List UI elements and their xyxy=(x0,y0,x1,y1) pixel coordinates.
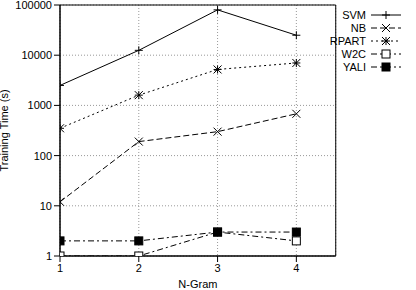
svg-text:100000: 100000 xyxy=(15,0,52,11)
svg-text:10000: 10000 xyxy=(21,49,52,61)
svg-text:4: 4 xyxy=(293,262,299,274)
svg-text:2: 2 xyxy=(136,262,142,274)
html-text:W2C: W2C xyxy=(341,47,366,60)
svg-text:1000: 1000 xyxy=(28,99,52,111)
html-text:SVM: SVM xyxy=(342,8,366,21)
svg-text:1: 1 xyxy=(46,250,52,262)
svg-text:Training Time (s): Training Time (s) xyxy=(8,89,10,171)
svg-text:1: 1 xyxy=(57,262,63,274)
svg-text:N-Gram: N-Gram xyxy=(178,278,217,290)
svg-text:3: 3 xyxy=(215,262,221,274)
svg-text:10: 10 xyxy=(40,200,52,212)
html-text:RPART: RPART xyxy=(329,34,366,47)
html-text:YALI: YALI xyxy=(343,60,366,73)
html-text:NB: NB xyxy=(350,21,366,34)
svg-text:100: 100 xyxy=(34,150,52,162)
